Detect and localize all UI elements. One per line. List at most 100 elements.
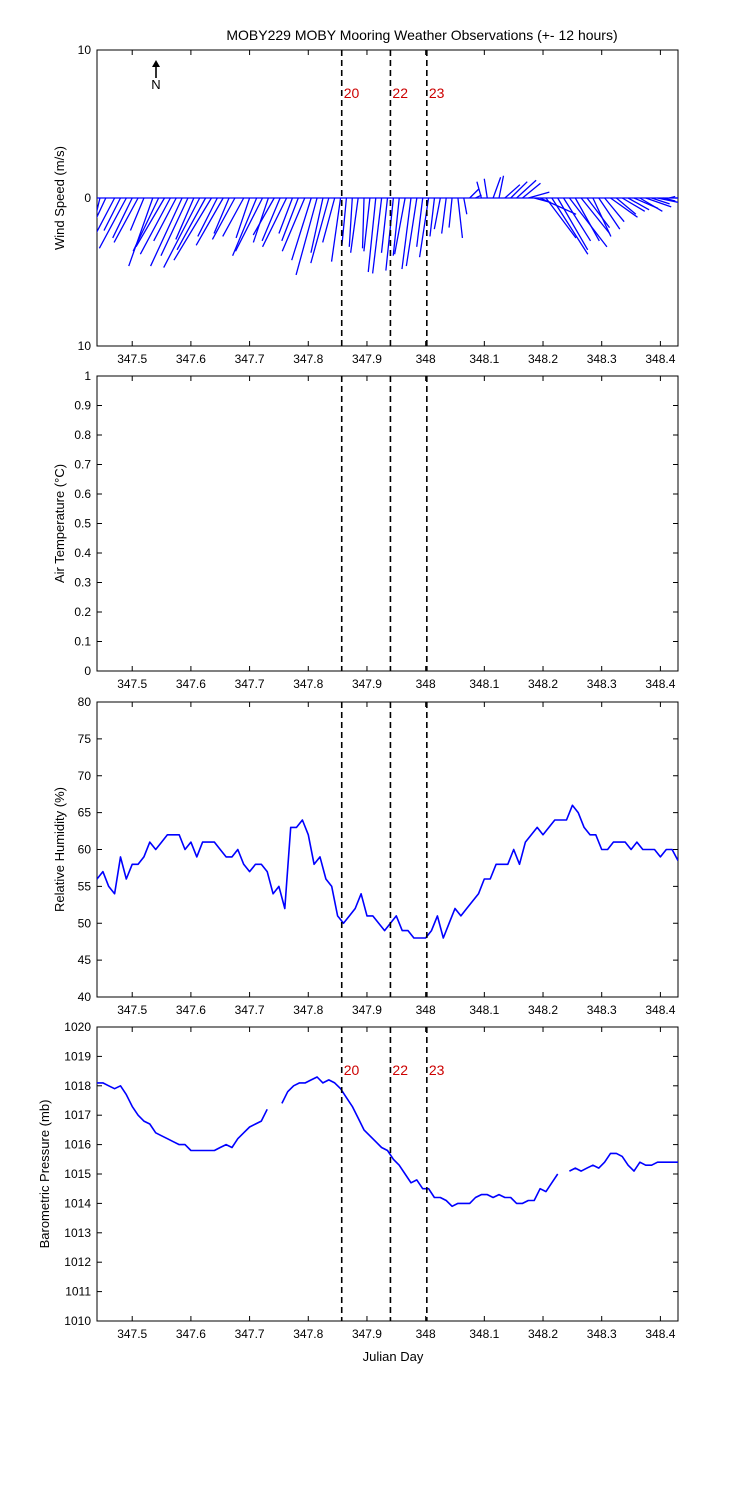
barometric-pressure-x-tick-label: 347.6	[176, 1327, 206, 1341]
relative-humidity-x-tick-label: 348.1	[469, 1003, 499, 1017]
air-temperature-y-tick-label: 0.5	[74, 517, 91, 531]
wind-vector	[361, 197, 365, 249]
wind-vector	[492, 177, 502, 199]
air-temperature-x-tick-label: 348	[416, 677, 436, 691]
wind-vector	[385, 197, 395, 271]
air-temperature-y-tick-label: 0	[84, 664, 91, 678]
wind-vector	[128, 197, 154, 267]
barometric-pressure-y-tick-label: 1018	[64, 1079, 91, 1093]
wind-vector	[568, 197, 608, 248]
wind-vector	[551, 197, 589, 255]
wind-speed-data	[97, 175, 678, 276]
barometric-pressure-y-tick-label: 1013	[64, 1226, 91, 1240]
relative-humidity-panel: 347.5 347.6 347.7 347.8 347.9 348 348.1 348.2 34…	[52, 695, 679, 1017]
air-temperature-x-tick-label: 347.8	[293, 677, 323, 691]
air-temperature-x-tick-label: 347.5	[117, 677, 147, 691]
relative-humidity-y-tick-label: 70	[78, 769, 92, 783]
air-temperature-y-tick-label: 0.8	[74, 428, 91, 442]
wind-vector	[322, 197, 336, 243]
barometric-pressure-y-tick-label: 1016	[64, 1138, 91, 1152]
barometric-pressure-marker-label: 20	[344, 1062, 360, 1078]
north-indicator: N	[151, 60, 161, 92]
north-label: N	[151, 77, 160, 92]
wind-vector	[112, 197, 133, 239]
wind-vector	[657, 197, 678, 204]
wind-vector	[252, 197, 275, 236]
wind-vector	[139, 197, 171, 255]
relative-humidity-x-tick-label: 348.2	[528, 1003, 558, 1017]
wind-vector	[278, 197, 294, 234]
relative-humidity-y-tick-label: 75	[78, 732, 92, 746]
barometric-pressure-series-line	[569, 1152, 678, 1172]
barometric-pressure-y-tick-label: 1011	[65, 1285, 91, 1299]
relative-humidity-y-tick-label: 45	[78, 953, 92, 967]
wind-vector	[310, 197, 330, 264]
wind-vector	[153, 197, 177, 242]
barometric-pressure-x-tick-label: 347.8	[293, 1327, 323, 1341]
wind-vector	[580, 197, 611, 234]
wind-speed-x-tick-label: 347.7	[235, 352, 265, 366]
relative-humidity-x-tick-label: 347.8	[293, 1003, 323, 1017]
air-temperature-y-tick-label: 0.3	[74, 576, 91, 590]
relative-humidity-y-tick-label: 65	[78, 806, 92, 820]
wind-speed-x-tick-label: 347.6	[176, 352, 206, 366]
wind-vector	[213, 197, 230, 234]
barometric-pressure-x-tick-label: 348	[416, 1327, 436, 1341]
barometric-pressure-x-tick-label: 347.9	[352, 1327, 382, 1341]
wind-vector	[498, 175, 505, 199]
wind-vector	[639, 197, 663, 212]
wind-vector	[574, 197, 600, 242]
wind-vector	[516, 179, 537, 199]
barometric-pressure-marker-label: 23	[429, 1062, 445, 1078]
wind-vector	[448, 197, 453, 228]
wind-speed-x-tick-label: 347.5	[117, 352, 147, 366]
wind-speed-marker-label: 23	[429, 85, 445, 101]
barometric-pressure-y-tick-label: 1010	[64, 1314, 91, 1328]
relative-humidity-x-tick-label: 347.9	[352, 1003, 382, 1017]
wind-vector	[463, 197, 468, 215]
wind-vector	[627, 197, 650, 211]
air-temperature-x-tick-label: 347.9	[352, 677, 382, 691]
wind-vector	[173, 197, 212, 261]
relative-humidity-x-tick-label: 347.7	[235, 1003, 265, 1017]
wind-vector	[367, 197, 377, 273]
wind-vector	[563, 197, 592, 242]
wind-vector	[522, 182, 541, 199]
relative-humidity-series-line	[97, 804, 678, 939]
air-temperature-x-tick-label: 347.7	[235, 677, 265, 691]
air-temperature-panel: 347.5 347.6 347.7 347.8 347.9 348 348.1 348.2 34…	[52, 369, 679, 691]
air-temperature-x-tick-label: 348.1	[469, 677, 499, 691]
wind-vector	[604, 197, 625, 223]
relative-humidity-y-tick-label: 40	[78, 990, 92, 1004]
barometric-pressure-x-tick-label: 347.7	[235, 1327, 265, 1341]
wind-vector	[363, 197, 371, 252]
wind-vector	[669, 195, 676, 199]
wind-vector	[98, 197, 127, 249]
wind-speed-x-tick-label: 347.8	[293, 352, 323, 366]
barometric-pressure-data	[97, 1076, 678, 1208]
x-axis-label: Julian Day	[363, 1349, 424, 1364]
wind-vector	[113, 197, 139, 243]
wind-speed-x-tick-label: 348.3	[587, 352, 617, 366]
wind-vector	[416, 197, 424, 247]
wind-speed-x-tick-label: 347.9	[352, 352, 382, 366]
relative-humidity-data	[97, 804, 678, 939]
wind-vector	[433, 197, 441, 230]
air-temperature-y-tick-label: 0.9	[74, 399, 91, 413]
air-temperature-y-tick-label: 0.4	[74, 546, 91, 560]
wind-vector	[592, 197, 612, 237]
figure-title: MOBY229 MOBY Mooring Weather Observation…	[226, 27, 617, 43]
wind-vector	[197, 197, 218, 237]
wind-vector	[598, 197, 621, 230]
barometric-pressure-y-tick-label: 1020	[64, 1020, 91, 1034]
wind-vector	[418, 197, 430, 258]
wind-vector	[621, 197, 646, 212]
relative-humidity-y-tick-label: 55	[78, 879, 92, 893]
barometric-pressure-y-tick-label: 1019	[64, 1049, 91, 1063]
wind-vector	[97, 197, 101, 214]
barometric-pressure-series-line	[97, 1082, 268, 1152]
wind-vector	[441, 197, 447, 234]
wind-vector	[261, 197, 281, 242]
wind-vector	[539, 197, 577, 215]
wind-vector	[545, 197, 577, 239]
